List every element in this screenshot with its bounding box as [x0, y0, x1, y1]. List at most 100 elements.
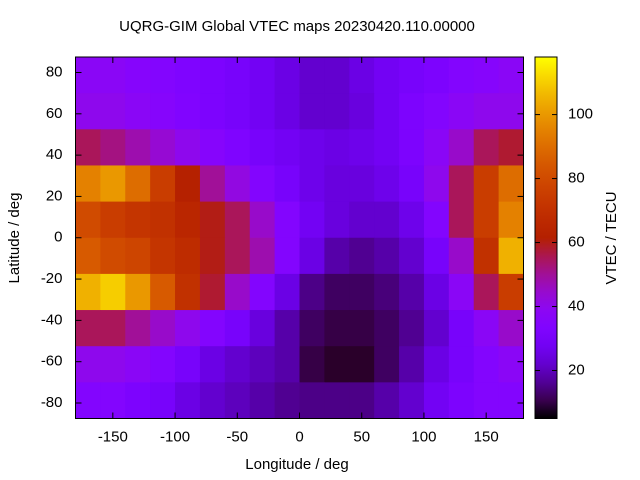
- heatmap-cell: [75, 201, 101, 239]
- colorbar: [534, 56, 558, 419]
- heatmap-cell: [399, 201, 425, 239]
- y-tick-label: 0: [54, 229, 62, 246]
- heatmap-cell: [249, 273, 276, 311]
- heatmap: [75, 57, 524, 419]
- heatmap-cell: [498, 310, 524, 347]
- heatmap-cell: [324, 201, 350, 239]
- heatmap-cell: [374, 129, 400, 166]
- heatmap-cell: [423, 273, 450, 311]
- heatmap-cell: [199, 346, 226, 383]
- heatmap-cell: [498, 201, 524, 239]
- heatmap-cell: [448, 237, 475, 275]
- heatmap-cell: [498, 273, 524, 311]
- colorbar-tick-label: 20: [568, 361, 585, 378]
- heatmap-cell: [399, 382, 425, 419]
- heatmap-cell: [125, 201, 151, 239]
- heatmap-cell: [349, 310, 375, 347]
- heatmap-cell: [473, 93, 500, 130]
- heatmap-cell: [249, 165, 276, 203]
- heatmap-cell: [473, 310, 500, 347]
- heatmap-cell: [249, 382, 276, 419]
- heatmap-cell: [75, 129, 101, 166]
- heatmap-cell: [75, 93, 101, 130]
- heatmap-cell: [299, 129, 325, 166]
- heatmap-cell: [150, 346, 176, 383]
- heatmap-cell: [399, 57, 425, 94]
- heatmap-cell: [299, 382, 325, 419]
- heatmap-cell: [324, 310, 350, 347]
- heatmap-cell: [100, 346, 126, 383]
- heatmap-cell: [175, 201, 201, 239]
- heatmap-cell: [199, 93, 226, 130]
- x-tick-label: -100: [160, 428, 190, 445]
- heatmap-cell: [100, 165, 126, 203]
- heatmap-cell: [448, 382, 475, 419]
- heatmap-cell: [175, 93, 201, 130]
- heatmap-cell: [423, 346, 450, 383]
- heatmap-cell: [399, 93, 425, 130]
- heatmap-cell: [374, 237, 400, 275]
- heatmap-cell: [324, 129, 350, 166]
- heatmap-cell: [448, 129, 475, 166]
- chart-title: UQRG-GIM Global VTEC maps 20230420.110.0…: [119, 18, 475, 35]
- heatmap-cell: [374, 93, 400, 130]
- heatmap-cell: [399, 310, 425, 347]
- heatmap-cell: [274, 129, 300, 166]
- heatmap-cell: [100, 273, 126, 311]
- heatmap-cell: [100, 310, 126, 347]
- heatmap-cell: [324, 382, 350, 419]
- heatmap-cell: [423, 93, 450, 130]
- heatmap-cell: [448, 310, 475, 347]
- heatmap-cell: [75, 346, 101, 383]
- heatmap-cell: [374, 346, 400, 383]
- heatmap-cell: [199, 382, 226, 419]
- heatmap-cell: [224, 165, 251, 203]
- heatmap-cell: [274, 310, 300, 347]
- heatmap-cell: [473, 237, 500, 275]
- y-axis-label: Latitude / deg: [6, 193, 23, 284]
- heatmap-cell: [473, 129, 500, 166]
- heatmap-cell: [299, 346, 325, 383]
- heatmap-cell: [199, 201, 226, 239]
- x-axis-label: Longitude / deg: [245, 456, 348, 473]
- heatmap-cell: [199, 165, 226, 203]
- y-tick-label: 60: [46, 105, 63, 122]
- heatmap-cell: [199, 310, 226, 347]
- heatmap-cell: [175, 237, 201, 275]
- x-tick-label: -150: [98, 428, 128, 445]
- heatmap-cell: [473, 201, 500, 239]
- heatmap-cell: [473, 165, 500, 203]
- heatmap-cell: [125, 382, 151, 419]
- x-tick-label: 0: [295, 428, 303, 445]
- heatmap-cell: [299, 273, 325, 311]
- heatmap-cell: [374, 310, 400, 347]
- heatmap-cell: [75, 273, 101, 311]
- heatmap-cell: [324, 237, 350, 275]
- heatmap-cell: [224, 201, 251, 239]
- heatmap-cell: [150, 237, 176, 275]
- heatmap-cell: [498, 237, 524, 275]
- y-tick-label: 40: [46, 146, 63, 163]
- heatmap-cell: [274, 201, 300, 239]
- heatmap-cell: [448, 346, 475, 383]
- heatmap-cell: [374, 201, 400, 239]
- heatmap-cell: [150, 129, 176, 166]
- heatmap-cell: [349, 57, 375, 94]
- heatmap-cell: [448, 201, 475, 239]
- heatmap-cell: [224, 237, 251, 275]
- heatmap-cell: [199, 57, 226, 94]
- heatmap-cell: [399, 273, 425, 311]
- y-tick-label: -40: [41, 311, 63, 328]
- heatmap-cell: [349, 273, 375, 311]
- heatmap-cell: [125, 273, 151, 311]
- heatmap-cell: [274, 346, 300, 383]
- heatmap-cell: [150, 310, 176, 347]
- heatmap-cell: [324, 57, 350, 94]
- heatmap-cell: [249, 129, 276, 166]
- heatmap-cell: [423, 201, 450, 239]
- heatmap-cell: [224, 57, 251, 94]
- heatmap-cell: [324, 346, 350, 383]
- heatmap-cell: [75, 237, 101, 275]
- heatmap-cell: [423, 129, 450, 166]
